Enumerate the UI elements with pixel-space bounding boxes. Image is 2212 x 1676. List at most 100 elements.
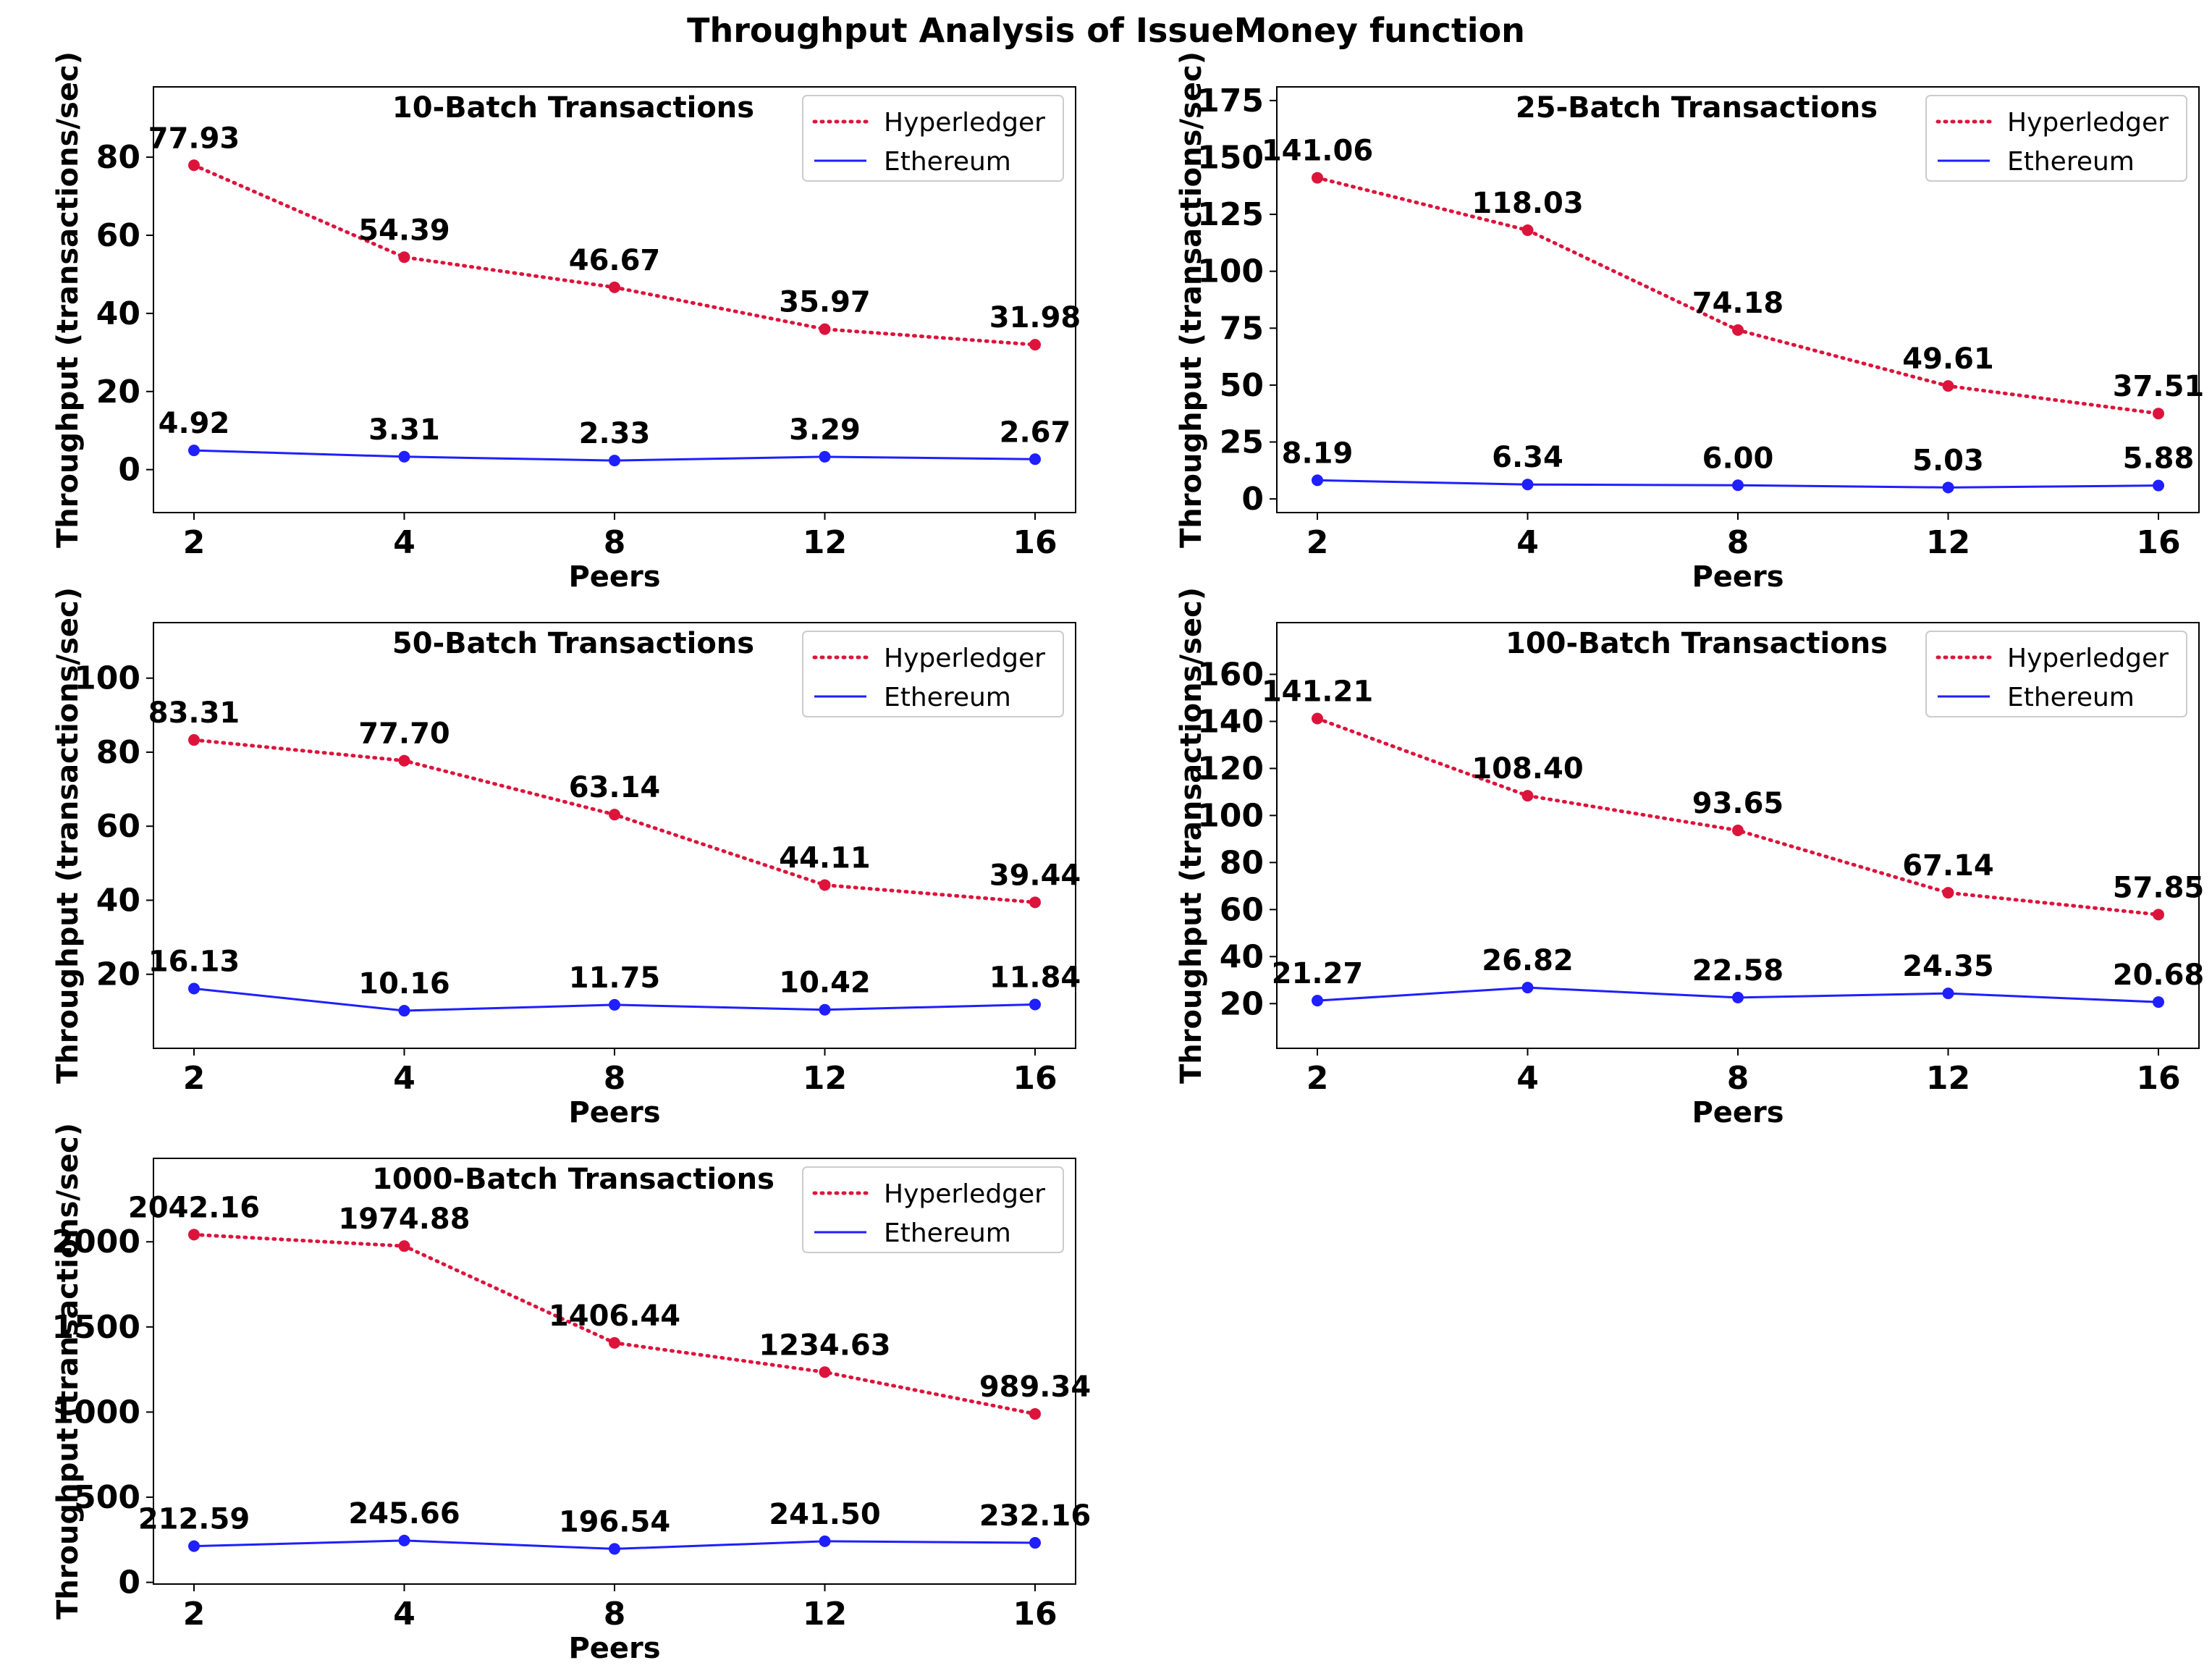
- y-tick-label: 150: [1197, 139, 1264, 176]
- data-point-ethereum: [819, 1003, 831, 1016]
- y-tick-label: 20: [1220, 985, 1264, 1022]
- y-tick-label: 80: [96, 734, 140, 771]
- x-tick-label: 12: [1926, 1060, 1970, 1097]
- data-label-hyperledger: 67.14: [1902, 849, 1994, 883]
- data-label-ethereum: 26.82: [1482, 944, 1574, 977]
- data-point-hyperledger: [398, 754, 410, 767]
- data-point-ethereum: [609, 1543, 620, 1555]
- data-point-hyperledger: [1029, 896, 1041, 909]
- x-tick-label: 16: [2136, 524, 2180, 561]
- data-point-hyperledger: [398, 251, 410, 264]
- data-label-hyperledger: 44.11: [779, 841, 871, 875]
- data-label-hyperledger: 77.70: [358, 717, 450, 751]
- data-point-hyperledger: [398, 1240, 410, 1252]
- y-tick-label: 60: [96, 808, 140, 845]
- data-point-hyperledger: [1942, 380, 1954, 392]
- x-tick-label: 2: [183, 1596, 206, 1633]
- data-label-hyperledger: 49.61: [1902, 342, 1994, 376]
- data-label-ethereum: 4.92: [159, 407, 230, 440]
- subplot-title: 1000-Batch Transactions: [372, 1163, 774, 1196]
- chart-panel-2: 0 25 50 75 100 125 150 175 2 4 8 12 16 Peers Throughpu…: [1175, 51, 2204, 594]
- legend: Hyperledger Ethereum: [1925, 631, 2187, 717]
- y-axis-label: Throughput (transactions/sec): [51, 587, 85, 1084]
- data-label-ethereum: 22.58: [1692, 954, 1784, 988]
- legend-label-hyperledger: Hyperledger: [2007, 644, 2169, 673]
- data-label-ethereum: 2.33: [579, 417, 651, 450]
- data-label-hyperledger: 141.06: [1262, 135, 1373, 168]
- data-label-ethereum: 8.19: [1282, 437, 1354, 470]
- data-point-ethereum: [1029, 1537, 1041, 1549]
- x-tick-label: 4: [393, 1596, 415, 1633]
- data-point-ethereum: [1942, 481, 1954, 494]
- data-label-ethereum: 3.29: [789, 413, 861, 447]
- y-tick-label: 75: [1220, 310, 1264, 347]
- data-label-hyperledger: 39.44: [989, 859, 1081, 892]
- y-tick-label: 50: [1220, 367, 1264, 404]
- data-label-ethereum: 3.31: [368, 413, 440, 447]
- subplot-title: 50-Batch Transactions: [392, 627, 754, 660]
- data-label-ethereum: 10.42: [779, 967, 871, 1000]
- y-tick-label: 100: [1197, 797, 1264, 834]
- data-point-hyperledger: [1312, 172, 1323, 184]
- data-point-hyperledger: [188, 734, 200, 746]
- legend-label-hyperledger: Hyperledger: [884, 108, 1045, 138]
- y-tick-label: 1500: [52, 1309, 140, 1346]
- data-label-ethereum: 10.16: [358, 967, 450, 1001]
- data-point-ethereum: [1029, 453, 1041, 466]
- legend-label-ethereum: Ethereum: [884, 147, 1011, 177]
- y-axis-label: Throughput (transactions/sec): [51, 51, 85, 548]
- x-tick-label: 4: [393, 524, 415, 561]
- chart-panel-5: 0 500 1000 1500 2000 2 4 8 12 16 Peers Throughput (…: [51, 1123, 1091, 1665]
- data-point-hyperledger: [1732, 324, 1744, 336]
- data-point-hyperledger: [1029, 339, 1041, 351]
- data-label-ethereum: 20.68: [2113, 959, 2205, 992]
- y-tick-label: 100: [74, 660, 140, 697]
- y-axis-label: Throughput (transactions/sec): [51, 1123, 85, 1620]
- x-tick-label: 12: [1926, 524, 1970, 561]
- y-tick-label: 100: [1197, 253, 1264, 290]
- data-point-hyperledger: [819, 1366, 831, 1378]
- y-tick-label: 0: [118, 452, 140, 489]
- x-axis-label: Peers: [568, 560, 660, 594]
- x-tick-label: 8: [1727, 1060, 1749, 1097]
- y-tick-label: 175: [1197, 83, 1264, 119]
- subplot-title: 10-Batch Transactions: [392, 91, 754, 125]
- x-tick-label: 8: [604, 1060, 626, 1097]
- y-tick-label: 40: [96, 882, 140, 919]
- data-point-hyperledger: [1521, 790, 1534, 802]
- data-label-ethereum: 5.88: [2123, 442, 2195, 476]
- x-axis-label: Peers: [568, 1096, 660, 1129]
- data-label-ethereum: 11.75: [569, 961, 661, 995]
- data-point-ethereum: [1732, 479, 1744, 492]
- data-label-ethereum: 16.13: [148, 946, 240, 979]
- data-label-ethereum: 5.03: [1912, 444, 1984, 477]
- data-point-hyperledger: [1312, 712, 1323, 725]
- data-point-ethereum: [1029, 998, 1041, 1011]
- data-label-ethereum: 245.66: [348, 1497, 460, 1530]
- data-point-ethereum: [188, 982, 200, 995]
- data-label-ethereum: 21.27: [1272, 957, 1364, 990]
- x-tick-label: 12: [803, 524, 847, 561]
- y-tick-label: 125: [1197, 196, 1264, 233]
- data-point-hyperledger: [188, 1229, 200, 1241]
- data-point-hyperledger: [609, 809, 620, 821]
- data-label-ethereum: 196.54: [559, 1505, 670, 1538]
- data-point-ethereum: [819, 1535, 831, 1547]
- data-point-hyperledger: [1942, 887, 1954, 899]
- data-point-ethereum: [2153, 479, 2164, 492]
- figure-title: Throughput Analysis of IssueMoney functi…: [687, 11, 1525, 50]
- data-label-hyperledger: 31.98: [989, 301, 1081, 334]
- legend-label-hyperledger: Hyperledger: [2007, 108, 2169, 138]
- x-tick-label: 8: [1727, 524, 1749, 561]
- data-point-hyperledger: [2153, 408, 2164, 420]
- x-tick-label: 4: [393, 1060, 415, 1097]
- data-label-hyperledger: 108.40: [1472, 752, 1583, 786]
- y-tick-label: 40: [96, 295, 140, 332]
- data-label-hyperledger: 989.34: [979, 1370, 1091, 1404]
- legend: Hyperledger Ethereum: [802, 1166, 1064, 1253]
- x-tick-label: 16: [1013, 524, 1057, 561]
- x-tick-label: 8: [604, 1596, 626, 1633]
- y-tick-label: 2000: [52, 1224, 140, 1260]
- data-label-hyperledger: 46.67: [569, 244, 661, 277]
